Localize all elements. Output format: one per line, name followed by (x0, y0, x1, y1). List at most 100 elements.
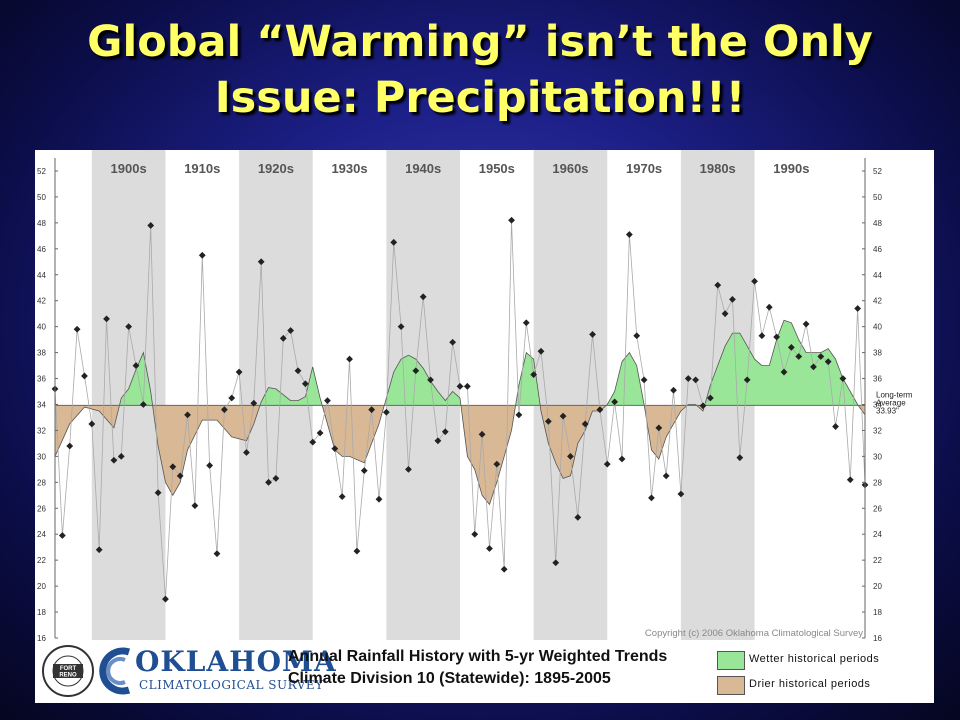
y-tick-label-left: 32 (37, 426, 46, 435)
annual-rainfall-point (559, 412, 567, 420)
slide-title-line-1: Global “Warming” isn’t the Only (87, 17, 873, 67)
average-label: Average (876, 398, 906, 407)
y-tick-label-right: 18 (873, 608, 882, 617)
y-tick-label-right: 20 (873, 582, 882, 591)
annual-rainfall-point (846, 476, 854, 484)
annual-rainfall-point (456, 382, 464, 390)
org-subtitle: CLIMATOLOGICAL SURVEY (139, 678, 324, 692)
slide-title-line-2: Issue: Precipitation!!! (214, 73, 746, 123)
annual-rainfall-point (58, 532, 66, 539)
legend-swatch-dry (717, 676, 745, 695)
decade-label: 1960s (552, 161, 588, 176)
annual-rainfall-point (301, 380, 309, 388)
grazinglands-research-lab-logo: FORT RENO (42, 645, 94, 697)
rainfall-chart: 1900s 1910s 1920s 1930s 1940s 1950s 1960s 1970s… (35, 150, 934, 643)
annual-rainfall-point (405, 465, 412, 473)
legend-item-wet: Wetter historical periods (717, 651, 917, 670)
org-name: OKLAHOMA (135, 645, 337, 678)
annual-rainfall-point (257, 258, 265, 266)
annual-rainfall-point (346, 355, 353, 363)
annual-rainfall-point (272, 475, 280, 482)
y-tick-label-right: 24 (873, 530, 882, 539)
annual-rainfall-point (191, 502, 199, 510)
y-tick-label-right: 36 (873, 375, 882, 384)
annual-rainfall-point (338, 493, 346, 500)
annual-rainfall-point (729, 296, 736, 303)
annual-rainfall-point (73, 325, 81, 333)
annual-rainfall-point (412, 367, 420, 375)
y-tick-label-right: 44 (873, 271, 882, 280)
annual-rainfall-point (854, 305, 862, 312)
y-tick-label-right: 28 (873, 478, 882, 487)
y-tick-label-left: 16 (37, 634, 46, 643)
y-tick-label-left: 50 (37, 193, 46, 202)
annual-rainfall-point (515, 411, 523, 419)
y-tick-label-right: 40 (873, 323, 882, 332)
annual-rainfall-point (765, 303, 773, 311)
annual-rainfall-point (368, 406, 376, 414)
decade-label: 1920s (258, 161, 294, 176)
annual-rainfall-point (508, 216, 515, 224)
annual-rainfall-point (66, 442, 74, 450)
y-tick-label-left: 36 (37, 375, 46, 384)
annual-rainfall-point (147, 222, 155, 229)
annual-rainfall-point (309, 438, 317, 446)
svg-text:RENO: RENO (59, 673, 77, 679)
annual-rainfall-point (500, 565, 508, 573)
decade-label: 1940s (405, 161, 441, 176)
annual-rainfall-point (88, 420, 96, 428)
y-tick-label-left: 18 (37, 608, 46, 617)
annual-rainfall-point (832, 423, 839, 430)
wet-trend-area (119, 320, 859, 406)
decade-label: 1970s (626, 161, 662, 176)
annual-rainfall-point (596, 406, 604, 414)
annual-rainfall-point (486, 545, 493, 552)
annual-rainfall-point (795, 353, 803, 360)
annual-rainfall-point (522, 319, 530, 327)
y-tick-label-right: 52 (873, 167, 882, 176)
annual-rainfall-point (721, 310, 729, 318)
average-label: 33.93" (876, 406, 899, 415)
y-tick-label-right: 32 (873, 426, 882, 435)
annual-rainfall-point (478, 430, 486, 438)
y-tick-label-right: 42 (873, 297, 882, 306)
y-tick-label-left: 28 (37, 478, 46, 487)
slide-title: Global “Warming” isn’t the Only Issue: P… (0, 14, 960, 126)
annual-rainfall-point (670, 386, 677, 394)
legend-label-dry: Drier historical periods (749, 678, 871, 690)
annual-rainfall-point (780, 368, 788, 376)
annual-rainfall-point (640, 376, 648, 384)
annual-rainfall-point (110, 456, 118, 464)
annual-rainfall-point (824, 358, 832, 366)
decade-label: 1900s (111, 161, 147, 176)
annual-rainfall-point (714, 281, 722, 289)
chart-title: Annual Rainfall History with 5-yr Weight… (288, 648, 668, 665)
annual-rainfall-point (287, 327, 295, 334)
annual-rainfall-point (375, 495, 383, 503)
y-tick-label-right: 16 (873, 634, 882, 643)
annual-rainfall-point (552, 559, 560, 567)
y-tick-label-left: 20 (37, 582, 46, 591)
y-tick-label-left: 46 (37, 245, 46, 254)
annual-rainfall-point (154, 489, 162, 497)
annual-rainfall-point (441, 428, 449, 436)
decade-band (533, 150, 608, 640)
annual-rainfall-point (449, 338, 457, 346)
annual-rainfall-point (294, 367, 302, 375)
y-tick-label-left: 22 (37, 556, 46, 565)
annual-rainfall-point (235, 368, 243, 376)
oklahoma-climatological-survey-mark (99, 647, 131, 695)
decade-label: 1930s (331, 161, 367, 176)
annual-rainfall-point (353, 547, 361, 555)
annual-rainfall-point (751, 277, 758, 285)
annual-rainfall-point (530, 371, 538, 379)
annual-rainfall-point (95, 546, 103, 554)
average-label: Long-term (876, 390, 913, 399)
annual-rainfall-point (331, 445, 339, 452)
annual-rainfall-point (471, 530, 479, 538)
y-tick-label-right: 22 (873, 556, 882, 565)
annual-rainfall-point (677, 490, 685, 498)
trend-line (54, 319, 866, 506)
annual-rainfall-point (213, 550, 221, 558)
annual-rainfall-point (463, 382, 471, 390)
